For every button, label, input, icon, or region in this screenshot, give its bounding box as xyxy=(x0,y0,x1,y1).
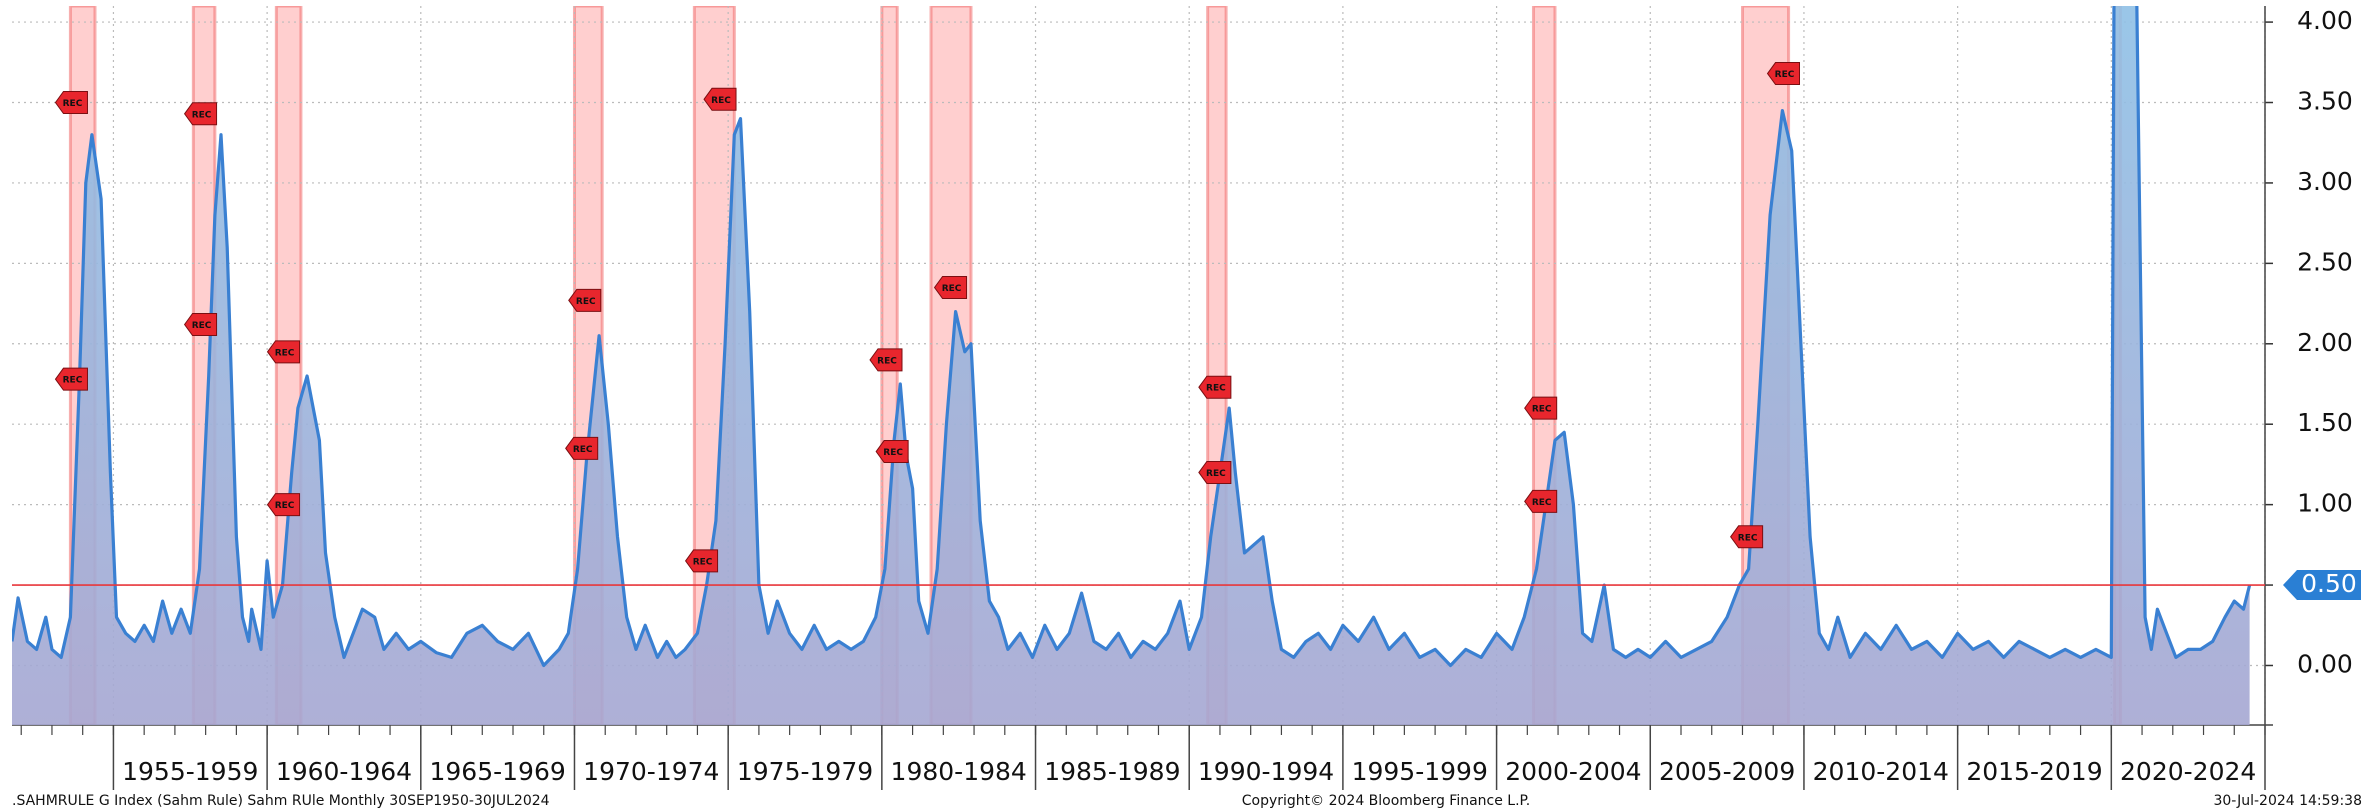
x-period-label: 2005-2009 xyxy=(1659,757,1795,786)
rec-label: REC xyxy=(576,297,596,307)
rec-marker xyxy=(54,91,88,115)
rec-marker xyxy=(183,312,218,336)
rec-label: REC xyxy=(1532,405,1552,415)
x-period-label: 1995-1999 xyxy=(1352,757,1488,786)
rec-label: REC xyxy=(573,445,593,455)
rec-marker xyxy=(565,436,599,460)
threshold-tag xyxy=(2283,570,2361,601)
rec-label: REC xyxy=(877,356,897,366)
rec-marker xyxy=(869,348,903,372)
y-tick-label: 4.00 xyxy=(2297,6,2353,35)
rec-label: REC xyxy=(1206,469,1226,479)
x-period-label: 2015-2019 xyxy=(1966,757,2102,786)
y-tick-label: 2.00 xyxy=(2297,328,2353,357)
rec-marker xyxy=(1524,396,1558,420)
rec-marker xyxy=(568,288,602,312)
rec-marker xyxy=(266,493,301,517)
rec-label: REC xyxy=(192,321,212,331)
x-period-label: 1965-1969 xyxy=(429,757,565,786)
footer-left: .SAHMRULE G Index (Sahm Rule) Sahm RUle … xyxy=(12,793,550,808)
y-tick-label: 1.00 xyxy=(2297,489,2353,518)
rec-label: REC xyxy=(883,448,903,458)
rec-label: REC xyxy=(1532,498,1552,508)
y-tick-label: 3.00 xyxy=(2297,167,2353,196)
area-fill xyxy=(12,6,2250,725)
rec-label: REC xyxy=(63,376,83,386)
y-tick-label: 3.50 xyxy=(2297,87,2353,116)
rec-label: REC xyxy=(711,96,731,106)
rec-marker xyxy=(1198,375,1232,399)
rec-label: REC xyxy=(1738,533,1758,543)
x-period-label: 1955-1959 xyxy=(122,757,258,786)
rec-label: REC xyxy=(693,557,713,567)
x-period-label: 1960-1964 xyxy=(276,757,412,786)
line xyxy=(12,6,2252,668)
rec-marker xyxy=(933,275,968,299)
rec-label: REC xyxy=(275,348,295,358)
overlay: 0.50 REC REC REC REC REC REC REC REC REC REC REC REC… xyxy=(12,62,2361,601)
rec-marker xyxy=(1198,460,1232,484)
rec-marker xyxy=(684,549,719,573)
y-tick-label: 0.00 xyxy=(2297,649,2353,678)
y-tick-label: 1.50 xyxy=(2297,408,2353,437)
x-period-label: 2020-2024 xyxy=(2120,757,2256,786)
rec-marker xyxy=(1766,62,1801,86)
rec-marker xyxy=(54,367,88,391)
threshold-label: 0.50 xyxy=(2301,569,2357,598)
x-period-label: 2000-2004 xyxy=(1505,757,1641,786)
rec-marker xyxy=(875,440,909,464)
rec-label: REC xyxy=(192,110,212,120)
x-period-label: 2010-2014 xyxy=(1813,757,1949,786)
rec-marker xyxy=(703,87,737,111)
x-period-label: 1990-1994 xyxy=(1198,757,1334,786)
x-period-label: 1975-1979 xyxy=(737,757,873,786)
rec-label: REC xyxy=(275,501,295,511)
rec-label: REC xyxy=(1206,384,1226,394)
rec-label: REC xyxy=(1775,70,1795,80)
y-tick-label: 2.50 xyxy=(2297,247,2353,276)
x-period-label: 1970-1974 xyxy=(583,757,719,786)
footer-right: 30-Jul-2024 14:59:38 xyxy=(2213,793,2362,808)
rec-marker xyxy=(266,340,301,364)
rec-marker xyxy=(1730,525,1764,549)
rec-label: REC xyxy=(63,99,83,109)
footer-center: Copyright© 2024 Bloomberg Finance L.P. xyxy=(1242,793,1531,808)
x-period-label: 1980-1984 xyxy=(891,757,1027,786)
rec-marker xyxy=(1524,489,1558,513)
series xyxy=(12,6,2252,725)
rec-marker xyxy=(183,102,218,126)
rec-label: REC xyxy=(942,284,962,294)
x-period-label: 1985-1989 xyxy=(1044,757,1180,786)
